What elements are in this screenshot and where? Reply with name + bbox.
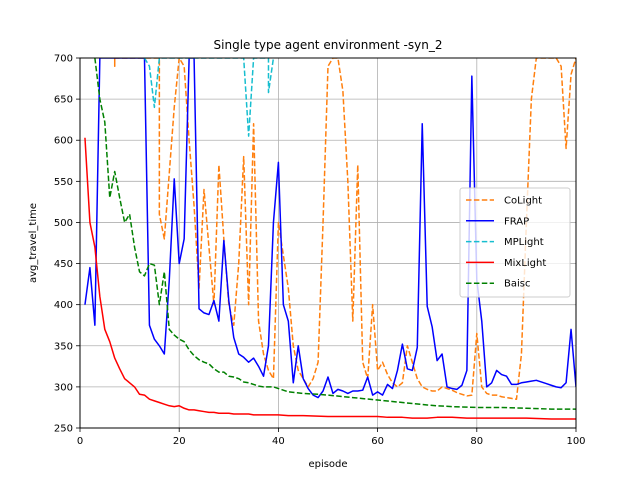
legend-label-mplight: MPLight [504,237,544,248]
series-line-frap [84,58,576,399]
x-tick-label: 0 [77,436,83,447]
x-tick-label: 80 [470,436,483,447]
y-tick-label: 450 [54,259,73,270]
legend-label-baisc: Baisc [504,279,530,290]
x-tick-label: 60 [371,436,384,447]
series-line-mplight [143,58,275,137]
series-line-colight [113,58,576,400]
y-tick-label: 400 [54,300,73,311]
y-tick-label: 700 [54,54,73,65]
y-tick-label: 300 [54,382,73,393]
series-line-baisc [94,58,576,410]
x-tick-label: 40 [272,436,285,447]
y-tick-label: 600 [54,136,73,147]
x-axis-label: episode [308,459,347,470]
x-axis: 0 20 40 60 80 100 [77,428,586,447]
y-tick-label: 350 [54,341,73,352]
y-axis: 250 300 350 400 450 500 550 600 650 700 [54,54,80,435]
x-tick-label: 100 [566,436,585,447]
series-line-mixlight [84,137,576,420]
series-layer [84,58,576,420]
legend-label-mixlight: MixLight [504,258,546,269]
legend: CoLight FRAP MPLight MixLight Baisc [459,187,571,298]
y-tick-label: 500 [54,218,73,229]
y-tick-label: 550 [54,177,73,188]
legend-label-colight: CoLight [504,196,542,207]
chart-title: Single type agent environment -syn_2 [214,38,443,52]
plot-frame [79,57,577,429]
y-tick-label: 250 [54,424,73,435]
y-axis-label: avg_travel_time [28,203,39,283]
x-tick-label: 20 [173,436,186,447]
legend-label-frap: FRAP [504,216,529,227]
y-tick-label: 650 [54,95,73,106]
legend-box [459,187,571,298]
